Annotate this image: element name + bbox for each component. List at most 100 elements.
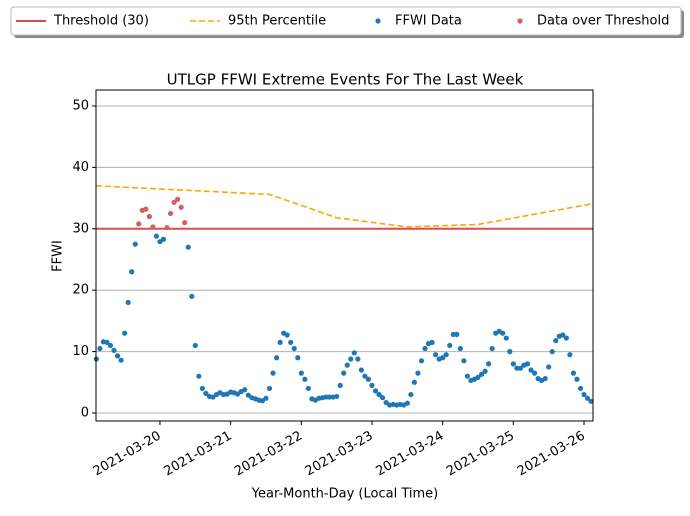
data-point	[376, 391, 382, 398]
data-point	[546, 364, 552, 370]
data-point	[270, 370, 276, 376]
data-point	[457, 345, 463, 352]
legend-swatch	[517, 18, 523, 24]
data-point	[189, 293, 195, 299]
data-point	[203, 390, 209, 396]
data-point	[524, 361, 531, 367]
data-point	[178, 204, 184, 210]
data-point	[171, 199, 177, 205]
data-point	[500, 330, 506, 336]
data-point	[486, 361, 492, 367]
legend-box	[10, 6, 682, 36]
data-point	[344, 362, 350, 368]
data-point	[464, 373, 471, 379]
data-point	[404, 400, 410, 406]
data-point	[348, 356, 354, 362]
data-point	[167, 210, 174, 217]
percentile-line	[95, 185, 594, 228]
y-tick-label: 50	[72, 98, 89, 113]
data-point	[549, 349, 555, 355]
data-point	[136, 221, 142, 227]
data-point	[284, 332, 290, 338]
x-axis-label: Year-Month-Day (Local Time)	[251, 487, 438, 502]
data-point	[199, 385, 205, 392]
data-point	[263, 395, 269, 401]
x-tick-label: 2021-03-24	[373, 429, 446, 480]
data-point	[302, 376, 308, 382]
data-point	[369, 382, 375, 388]
data-point	[574, 376, 580, 382]
data-point	[111, 347, 117, 353]
data-point	[482, 368, 488, 374]
data-point	[351, 350, 357, 356]
data-point	[584, 395, 591, 401]
data-point	[129, 269, 135, 275]
data-point	[164, 224, 170, 231]
y-tick-label: 40	[72, 160, 89, 175]
data-point	[337, 382, 343, 388]
data-point	[295, 355, 301, 361]
data-point	[118, 357, 124, 363]
data-point	[563, 335, 569, 341]
data-point	[277, 339, 283, 345]
data-point	[577, 385, 584, 392]
data-point	[358, 367, 364, 373]
data-point	[185, 244, 191, 250]
data-point	[517, 365, 524, 371]
data-point	[192, 342, 198, 349]
data-point	[542, 376, 548, 382]
data-point	[365, 376, 372, 382]
x-tick-label: 2021-03-20	[91, 429, 164, 480]
data-point	[447, 342, 453, 349]
legend-label: FFWI Data	[395, 14, 462, 29]
x-tick-label: 2021-03-23	[303, 429, 376, 480]
legend-label: Data over Threshold	[537, 14, 669, 29]
data-point	[122, 330, 128, 336]
data-point	[273, 355, 280, 361]
data-point	[422, 345, 428, 352]
data-point	[475, 374, 481, 380]
data-point	[242, 387, 248, 393]
data-point	[429, 339, 435, 345]
data-point	[143, 206, 149, 212]
data-point	[114, 353, 121, 359]
legend-label: Threshold (30)	[53, 14, 149, 29]
y-tick-label: 10	[72, 344, 89, 359]
data-point	[372, 388, 379, 394]
data-point	[104, 339, 110, 345]
data-point	[334, 393, 340, 400]
data-point	[107, 342, 114, 349]
data-point	[305, 385, 311, 392]
data-point	[355, 356, 361, 362]
data-point	[125, 299, 131, 306]
data-point	[531, 370, 538, 376]
y-tick-label: 0	[81, 406, 89, 421]
data-point	[379, 395, 386, 401]
data-point	[132, 241, 138, 247]
data-point	[175, 196, 181, 202]
data-point	[433, 352, 439, 358]
data-point	[581, 391, 587, 398]
data-point	[153, 233, 160, 239]
data-point	[266, 385, 273, 392]
x-tick-label: 2021-03-21	[161, 429, 234, 480]
data-point	[411, 379, 417, 385]
data-point	[341, 370, 347, 376]
data-point	[415, 370, 421, 376]
data-point	[588, 398, 594, 404]
y-tick-label: 20	[72, 283, 89, 298]
data-point	[150, 224, 156, 230]
chart-title: UTLGP FFWI Extreme Events For The Last W…	[167, 71, 524, 89]
data-point	[528, 367, 534, 373]
data-point	[298, 370, 304, 376]
data-point	[97, 345, 103, 352]
data-point	[408, 391, 414, 398]
data-point	[288, 339, 294, 345]
data-point	[291, 345, 297, 352]
x-tick-label: 2021-03-22	[232, 429, 305, 480]
data-point	[510, 361, 516, 367]
data-point	[461, 358, 467, 364]
data-point	[182, 220, 188, 226]
data-point	[418, 358, 425, 364]
